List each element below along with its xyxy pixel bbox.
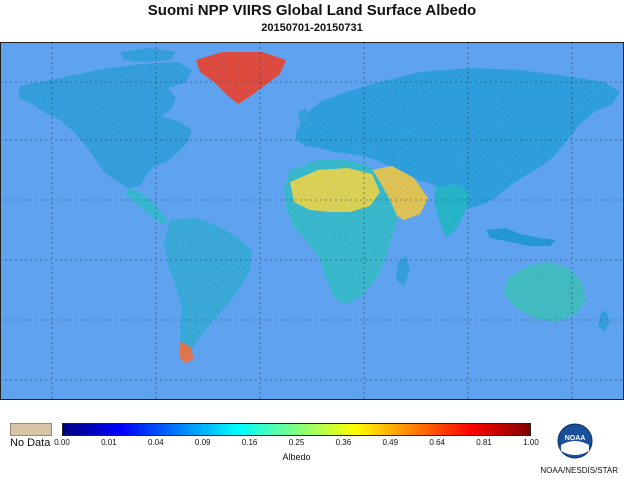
colorbar-tick: 0.04 [148, 438, 164, 447]
colorbar-tick: 0.36 [335, 438, 352, 447]
greenland [196, 52, 286, 104]
australia [504, 262, 586, 322]
graticule [0, 42, 624, 400]
no-data-label: No Data [10, 437, 51, 449]
central-america [126, 188, 168, 224]
colorbar-tick: 0.25 [288, 438, 305, 447]
no-data-swatch [10, 423, 52, 436]
albedo-colorbar [62, 423, 531, 436]
colorbar-tick: 0.16 [241, 438, 258, 447]
eurasia [296, 68, 620, 208]
colorbar-tick: 0.49 [382, 438, 399, 447]
sahara [290, 168, 380, 212]
colorbar-tick: 1.00 [523, 438, 539, 447]
india [434, 184, 470, 238]
indonesia [486, 228, 556, 246]
noaa-logo: NOAA [557, 423, 593, 459]
colorbar-tick: 0.01 [101, 438, 117, 447]
colorbar-tick: 0.09 [194, 438, 211, 447]
albedo-map [0, 42, 624, 400]
page-title: Suomi NPP VIIRS Global Land Surface Albe… [147, 2, 477, 19]
colorbar-tick: 0.81 [476, 438, 492, 447]
arctic-islands [120, 48, 176, 62]
credit: NOAA/NESDIS/STAR [540, 466, 618, 475]
logo-text: NOAA [565, 435, 586, 442]
north-america [18, 62, 192, 188]
arabian-peninsula [372, 166, 428, 220]
patagonia [180, 342, 194, 364]
colorbar-label: Albedo [282, 452, 311, 462]
landmasses [18, 48, 620, 364]
colorbar-tick: 0.64 [429, 438, 445, 447]
new-zealand [598, 310, 610, 332]
date-range: 20150701-20150731 [261, 22, 363, 34]
colorbar-tick: 0.00 [54, 438, 70, 447]
british-isles [298, 108, 310, 124]
madagascar [396, 256, 410, 286]
